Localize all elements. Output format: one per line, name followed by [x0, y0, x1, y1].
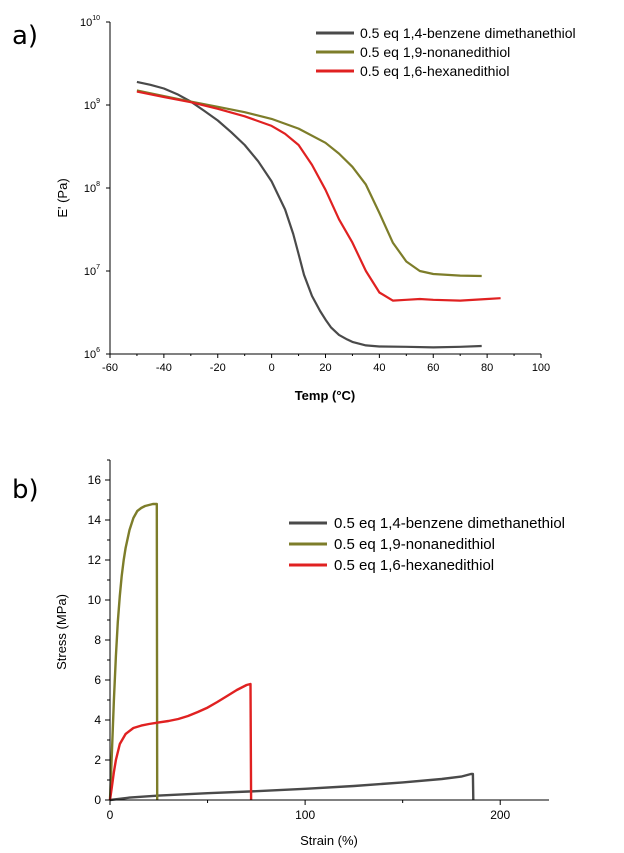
x-tick-label-a: 20: [319, 362, 331, 374]
series-line-b-1: [108, 502, 159, 801]
legend-label-b-0: 0.5 eq 1,4-benzene dimethanethiol: [334, 515, 565, 532]
panel-a-chart: a) -60 -40 -20 0 20 40 60 80 100 106107108109101…: [12, 15, 576, 403]
y-tick-label-a: 108: [84, 181, 100, 195]
y-tick-base: 10: [84, 100, 96, 112]
y-tick-label-a: 106: [84, 347, 100, 361]
series-line-b-0: [109, 772, 475, 802]
panel-a-label: a): [12, 21, 38, 51]
y-tick-label-b: 10: [88, 593, 102, 607]
legend-label-a-2: 0.5 eq 1,6-hexanedithiol: [360, 63, 509, 79]
y-tick-label-b: 14: [88, 513, 102, 527]
legend-label-a-1: 0.5 eq 1,9-nonanedithiol: [360, 44, 510, 60]
legend-b: 0.5 eq 1,4-benzene dimethanethiol 0.5 eq …: [289, 515, 565, 574]
y-tick-base: 10: [84, 349, 96, 361]
series-line-a-0: [136, 80, 482, 349]
y-tick-label-b: 4: [94, 713, 101, 727]
x-tick-label-b: 0: [107, 808, 114, 822]
x-tick-label-a: 40: [373, 362, 385, 374]
y-tick-label-a: 107: [84, 264, 100, 278]
series-line-a-1: [136, 89, 482, 278]
x-tick-label-b: 100: [295, 808, 315, 822]
series-line-b-2: [108, 682, 253, 801]
x-tick-label-a: -20: [210, 362, 226, 374]
y-tick-exponent: 7: [96, 264, 100, 271]
y-axis-title-a: E' (Pa): [55, 178, 70, 217]
y-tick-exponent: 6: [96, 347, 100, 354]
y-tick-label-a: 109: [84, 98, 100, 112]
y-tick-label-b: 12: [88, 553, 102, 567]
y-tick-label-b: 6: [94, 673, 101, 687]
x-tick-label-a: 80: [481, 362, 493, 374]
y-tick-exponent: 10: [92, 15, 100, 22]
legend-a: 0.5 eq 1,4-benzene dimethanethiol 0.5 eq …: [316, 25, 576, 79]
y-tick-exponent: 9: [96, 98, 100, 105]
y-tick-base: 10: [84, 183, 96, 195]
series-line-a-2: [136, 90, 501, 302]
y-tick-label-b: 8: [94, 633, 101, 647]
panel-b-label: b): [12, 475, 39, 505]
x-tick-label-a: -40: [156, 362, 172, 374]
y-tick-label-a: 1010: [80, 15, 100, 29]
x-tick-label-a: 60: [427, 362, 439, 374]
x-tick-label-b: 200: [490, 808, 510, 822]
panel-b-chart: b) 0 100 200 0 2 4 6 8 10 12 14 16 Strain (%) Stre…: [12, 459, 565, 848]
y-tick-label-b: 0: [94, 793, 101, 807]
y-tick-exponent: 8: [96, 181, 100, 188]
y-tick-base: 10: [80, 17, 92, 29]
x-axis-title-b: Strain (%): [300, 833, 358, 848]
legend-label-b-2: 0.5 eq 1,6-hexanedithiol: [334, 557, 494, 574]
x-axis-title-a: Temp (°C): [295, 388, 356, 403]
y-axis-title-b: Stress (MPa): [54, 594, 69, 670]
legend-label-b-1: 0.5 eq 1,9-nonanedithiol: [334, 536, 495, 553]
y-tick-label-b: 2: [94, 753, 101, 767]
x-tick-label-a: 0: [269, 362, 275, 374]
y-tick-label-b: 16: [88, 473, 102, 487]
y-tick-base: 10: [84, 266, 96, 278]
x-tick-label-a: 100: [532, 362, 550, 374]
x-tick-label-a: -60: [102, 362, 118, 374]
legend-label-a-0: 0.5 eq 1,4-benzene dimethanethiol: [360, 25, 576, 41]
